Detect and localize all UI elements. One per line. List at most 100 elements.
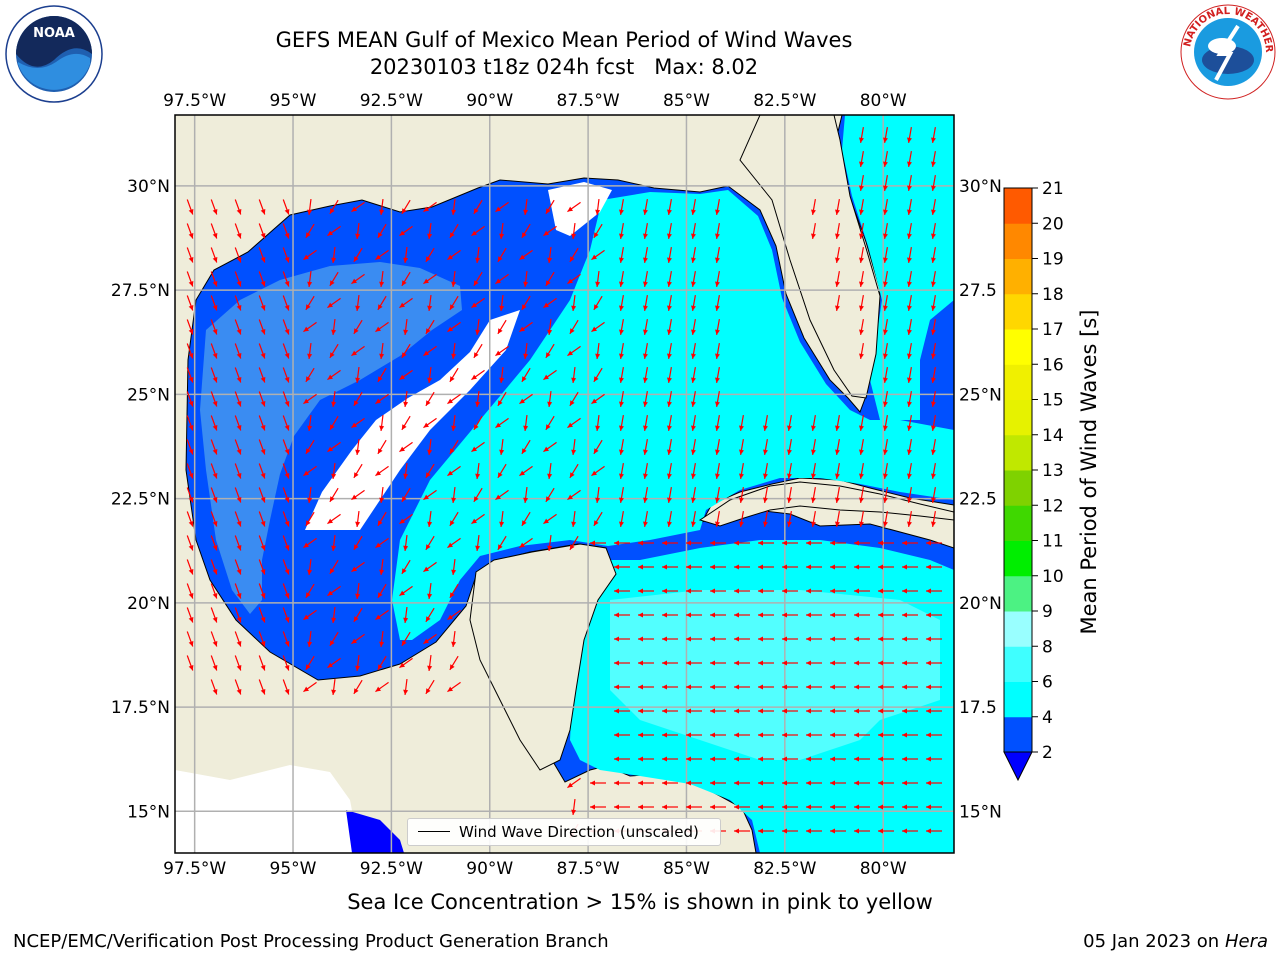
wave-arrow-head xyxy=(686,708,691,714)
wave-arrow-head xyxy=(638,564,643,570)
wave-arrow-head xyxy=(260,616,266,623)
wave-arrow-head xyxy=(521,376,527,382)
wave-arrow-head xyxy=(303,614,309,620)
wave-arrow-head xyxy=(495,206,501,212)
wave-arrow-head xyxy=(614,588,619,594)
wave-arrow-head xyxy=(830,828,835,834)
lat-label: 27.5°N xyxy=(111,281,170,301)
wave-arrow-head xyxy=(423,494,429,500)
wave-arrow-head xyxy=(734,828,739,834)
deep-blue-patch xyxy=(346,810,404,853)
wave-arrow-head xyxy=(734,804,739,810)
wave-arrow-head xyxy=(907,257,912,263)
lon-label: 92.5°W xyxy=(360,859,423,879)
wave-arrow-head xyxy=(758,612,763,618)
wave-arrow-head xyxy=(260,424,266,431)
wave-arrow-head xyxy=(303,398,309,404)
wave-arrow-head xyxy=(212,472,218,479)
wave-arrow-head xyxy=(931,209,936,215)
wave-arrow-head xyxy=(907,449,912,455)
wave-arrow-head xyxy=(353,400,359,406)
wave-arrow-head xyxy=(188,472,194,479)
wave-arrow-head xyxy=(883,497,888,503)
wave-arrow-head xyxy=(353,328,359,334)
wave-arrow-head xyxy=(355,593,361,599)
wave-arrow-head xyxy=(497,256,503,262)
colorbar-block xyxy=(1004,258,1032,295)
wave-arrow-head xyxy=(523,281,529,287)
wave-arrow-head xyxy=(691,377,696,383)
wave-arrow-head xyxy=(355,377,361,383)
wave-arrow-head xyxy=(811,233,816,239)
wave-arrow-head xyxy=(638,612,643,618)
wave-arrow-head xyxy=(471,230,477,236)
wave-arrow-head xyxy=(284,472,290,479)
wave-arrow-head xyxy=(734,660,739,666)
wave-arrow-head xyxy=(188,544,194,551)
wave-arrow-head xyxy=(758,684,763,690)
wave-arrow-head xyxy=(545,208,551,214)
wave-arrow-head xyxy=(569,544,575,550)
wave-arrow-head xyxy=(353,688,359,694)
wave-arrow-head xyxy=(902,804,907,810)
wave-arrow-head xyxy=(926,564,931,570)
wave-arrow-head xyxy=(305,592,311,598)
wave-arrow-head xyxy=(662,708,667,714)
wave-arrow-head xyxy=(931,425,936,431)
wave-arrow-head xyxy=(260,664,266,671)
wave-arrow-head xyxy=(883,305,888,311)
wave-arrow-head xyxy=(571,809,577,815)
wave-arrow-head xyxy=(667,401,672,407)
wave-arrow-head xyxy=(638,708,643,714)
lat-label: 17.5 xyxy=(959,698,997,718)
wave-arrow-head xyxy=(545,280,551,286)
wave-arrow-head xyxy=(715,473,720,479)
wave-arrow-head xyxy=(212,400,218,407)
wave-arrow-head xyxy=(353,544,359,550)
wave-arrow-head xyxy=(331,401,337,407)
wave-arrow-head xyxy=(931,521,936,527)
lon-label: 85°W xyxy=(663,859,710,879)
wave-arrow-head xyxy=(447,326,453,332)
wave-arrow-head xyxy=(734,540,739,546)
wave-arrow-head xyxy=(523,209,529,215)
wave-arrow-head xyxy=(926,660,931,666)
wave-arrow-head xyxy=(355,233,361,239)
wave-arrow-head xyxy=(303,470,309,476)
wave-arrow-head xyxy=(715,281,720,287)
wave-arrow-head xyxy=(521,304,527,310)
wave-arrow-head xyxy=(519,398,525,404)
wave-arrow-head xyxy=(399,662,405,668)
wave-arrow-head xyxy=(782,636,787,642)
wave-arrow-head xyxy=(399,230,405,236)
wave-arrow-head xyxy=(931,497,936,503)
wave-arrow-head xyxy=(710,540,715,546)
wave-arrow-head xyxy=(351,494,357,500)
wave-arrow-head xyxy=(686,780,691,786)
lon-labels-top: 97.5°W 95°W 92.5°W 90°W 87.5°W 85°W 82.5°W 80°W xyxy=(163,91,907,111)
wave-arrow-head xyxy=(643,281,648,287)
wave-arrow-head xyxy=(523,497,529,503)
wave-arrow-head xyxy=(377,592,383,598)
wave-arrow-head xyxy=(638,732,643,738)
wave-arrow-head xyxy=(569,328,575,334)
wave-arrow-head xyxy=(471,302,477,308)
wave-arrow-head xyxy=(355,449,361,455)
colorbar-block xyxy=(1004,470,1032,506)
wave-arrow-head xyxy=(379,209,385,215)
wave-arrow-head xyxy=(236,472,242,479)
sea-ice-note: Sea Ice Concentration > 15% is shown in … xyxy=(347,890,933,914)
wave-arrow-head xyxy=(593,232,599,238)
wave-arrow-head xyxy=(662,780,667,786)
wave-arrow-head xyxy=(593,376,599,382)
wave-arrow-head xyxy=(806,684,811,690)
wave-arrow-head xyxy=(883,209,888,215)
wave-arrow-head xyxy=(399,446,405,452)
wave-arrow-head xyxy=(284,328,290,335)
wave-arrow-head xyxy=(236,688,242,695)
wave-arrow-head xyxy=(188,448,194,455)
wave-arrow-head xyxy=(423,422,429,428)
wave-arrow-head xyxy=(758,828,763,834)
wave-arrow-head xyxy=(427,521,433,527)
wave-arrow-head xyxy=(519,326,525,332)
